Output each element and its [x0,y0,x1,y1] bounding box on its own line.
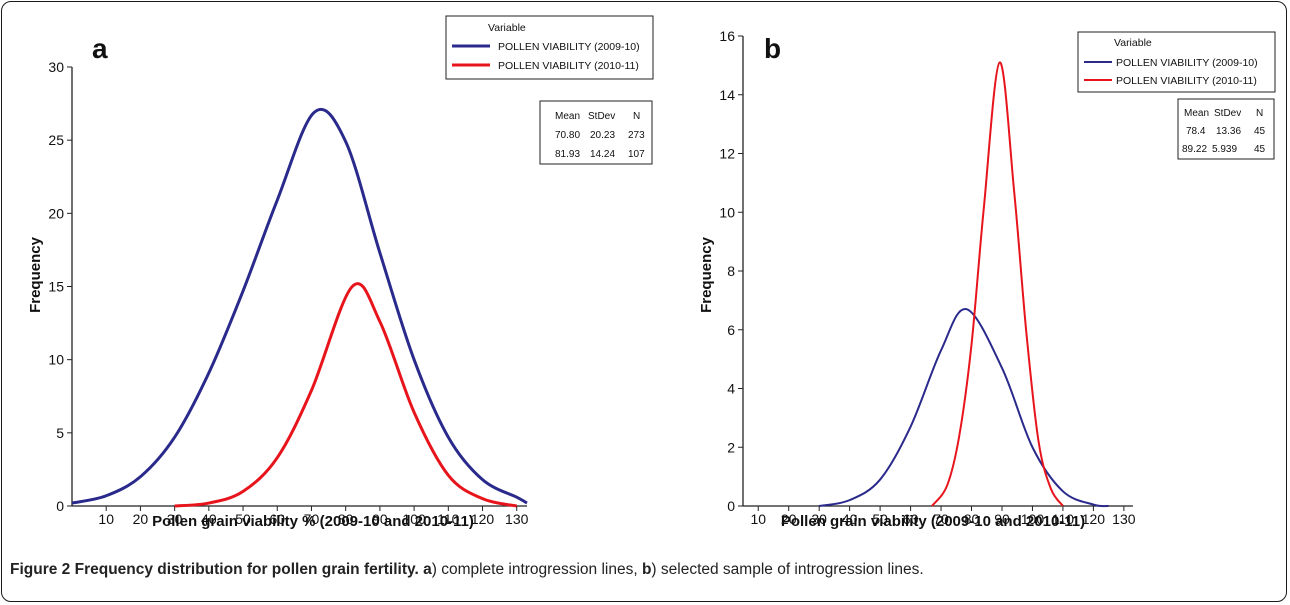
x-tick-label: 80 [338,511,354,527]
y-tick-label: 25 [48,132,64,148]
x-tick-label: 110 [1052,511,1075,527]
panel-a-letter: a [92,33,108,64]
series-line-2010-11 [174,282,518,508]
x-tick-label: 50 [872,511,888,527]
panel-a-stats-header-stdev: StDev [588,111,615,122]
series-line-2009-10 [818,308,1109,508]
panel-a-stats-stdev-2010: 14.24 [590,149,615,160]
y-tick-label: 2 [727,439,735,455]
panel-b-stats-mean-2010: 89.22 [1182,144,1207,155]
panel-a-x-axis-title: Pollen grain viability % (2009-10 and 20… [152,513,474,530]
x-tick-label: 90 [372,511,388,527]
y-tick-label: 0 [727,498,735,514]
panel-a-y-axis-title: Frequency [27,236,44,313]
panel-b-y-axis-title: Frequency [698,236,715,313]
x-tick-label: 10 [750,511,766,527]
panel-b-chart: b 10 20 30 40 50 60 70 80 90 100 110 120 13002468101… [698,28,1276,530]
panel-b-stats-n-2009: 45 [1254,126,1266,137]
panel-a-legend-label-2009: POLLEN VIABILITY (2009-10) [498,41,640,53]
x-tick-label: 40 [201,511,217,527]
panel-b-legend-label-2010: POLLEN VIABILITY (2010-11) [1116,75,1257,87]
panel-b-stats-header-stdev: StDev [1214,108,1241,119]
caption-part-a-text: ) complete introgression lines, [431,561,642,578]
caption-title: Frequency distribution for pollen grain … [74,561,419,578]
panel-b-legend-label-2009: POLLEN VIABILITY (2009-10) [1116,57,1258,69]
x-tick-label: 30 [167,511,183,527]
panel-a-axes: 10 20 30 40 50 60 70 80 90 100 110 120 130 0 5 10 15 20 25… [48,59,528,527]
y-tick-label: 30 [48,59,64,75]
panel-a-chart: a 10 20 30 40 50 60 70 80 90 100 110 120 130 0 5 10 15 20… [27,15,654,530]
figure-caption: Figure 2 Frequency distribution for poll… [10,561,1280,579]
x-tick-label: 90 [994,511,1010,527]
x-tick-label: 130 [505,511,529,527]
panel-b-letter: b [764,33,781,64]
x-tick-label: 60 [269,511,285,527]
x-tick-label: 70 [304,511,320,527]
x-tick-label: 50 [235,511,251,527]
series-line-2010-11 [931,61,1064,507]
x-tick-label: 70 [933,511,949,527]
panel-b-stats-header-n: N [1256,108,1263,119]
x-tick-label: 100 [402,511,426,527]
panel-b-stats-n-2010: 45 [1254,144,1266,155]
series-line-2009-10 [71,108,528,505]
y-tick-label: 10 [48,352,64,368]
panel-a-stats-mean-2010: 81.93 [555,149,580,160]
panel-a-stats-n-2010: 107 [628,149,645,160]
panel-a-stats-mean-2009: 70.80 [555,130,580,141]
y-tick-label: 14 [719,87,735,103]
x-tick-label: 40 [842,511,858,527]
panel-b-x-axis-title: Pollen grain viability (2009-10 and 2010… [781,513,1085,530]
panel-a-legend-label-2010: POLLEN VIABILITY (2010-11) [498,60,639,72]
x-tick-label: 20 [133,511,149,527]
y-tick-label: 15 [48,279,64,295]
x-tick-label: 120 [1082,511,1106,527]
y-tick-label: 10 [719,204,735,220]
y-tick-label: 0 [56,498,64,514]
caption-part-b-text: ) selected sample of introgression lines… [651,561,924,578]
panel-b-stats-stdev-2009: 13.36 [1216,126,1241,137]
caption-letter-b: b [641,561,652,578]
x-tick-label: 60 [903,511,919,527]
panel-b-series-lines [818,61,1109,508]
x-tick-label: 20 [781,511,797,527]
panel-b-axes: 10 20 30 40 50 60 70 80 90 100 110 120 130 0 2 4 6 8 10 12 1… [719,28,1135,527]
panel-a-series-lines [71,108,528,508]
y-tick-label: 4 [727,381,735,397]
x-tick-label: 80 [964,511,980,527]
panel-b-stats-header-mean: Mean [1184,108,1209,119]
y-tick-label: 12 [719,146,735,162]
panel-a-stats-n-2009: 273 [628,130,645,141]
x-tick-label: 110 [437,511,460,527]
x-tick-label: 130 [1112,511,1136,527]
caption-letter-a: a [423,561,432,578]
y-tick-label: 20 [48,205,64,221]
y-tick-label: 16 [719,28,735,44]
y-tick-label: 6 [727,322,735,338]
y-tick-label: 5 [56,425,64,441]
panel-a-legend-title: Variable [488,22,526,34]
x-tick-label: 120 [471,511,495,527]
panel-a-stats-box [539,100,653,165]
panel-a-stats-stdev-2009: 20.23 [590,130,615,141]
panel-b-stats-mean-2009: 78.4 [1186,126,1206,137]
x-tick-label: 30 [811,511,827,527]
y-tick-label: 8 [727,263,735,279]
panel-b-stats-stdev-2010: 5.939 [1212,144,1237,155]
panel-b-stats-box [1177,98,1275,160]
x-tick-label: 100 [1021,511,1045,527]
x-tick-label: 10 [98,511,114,527]
panel-b-legend-title: Variable [1114,37,1152,49]
caption-figure-label: Figure 2 [10,561,71,578]
panel-a-stats-header-mean: Mean [555,111,580,122]
panel-a-stats-header-n: N [633,111,640,122]
